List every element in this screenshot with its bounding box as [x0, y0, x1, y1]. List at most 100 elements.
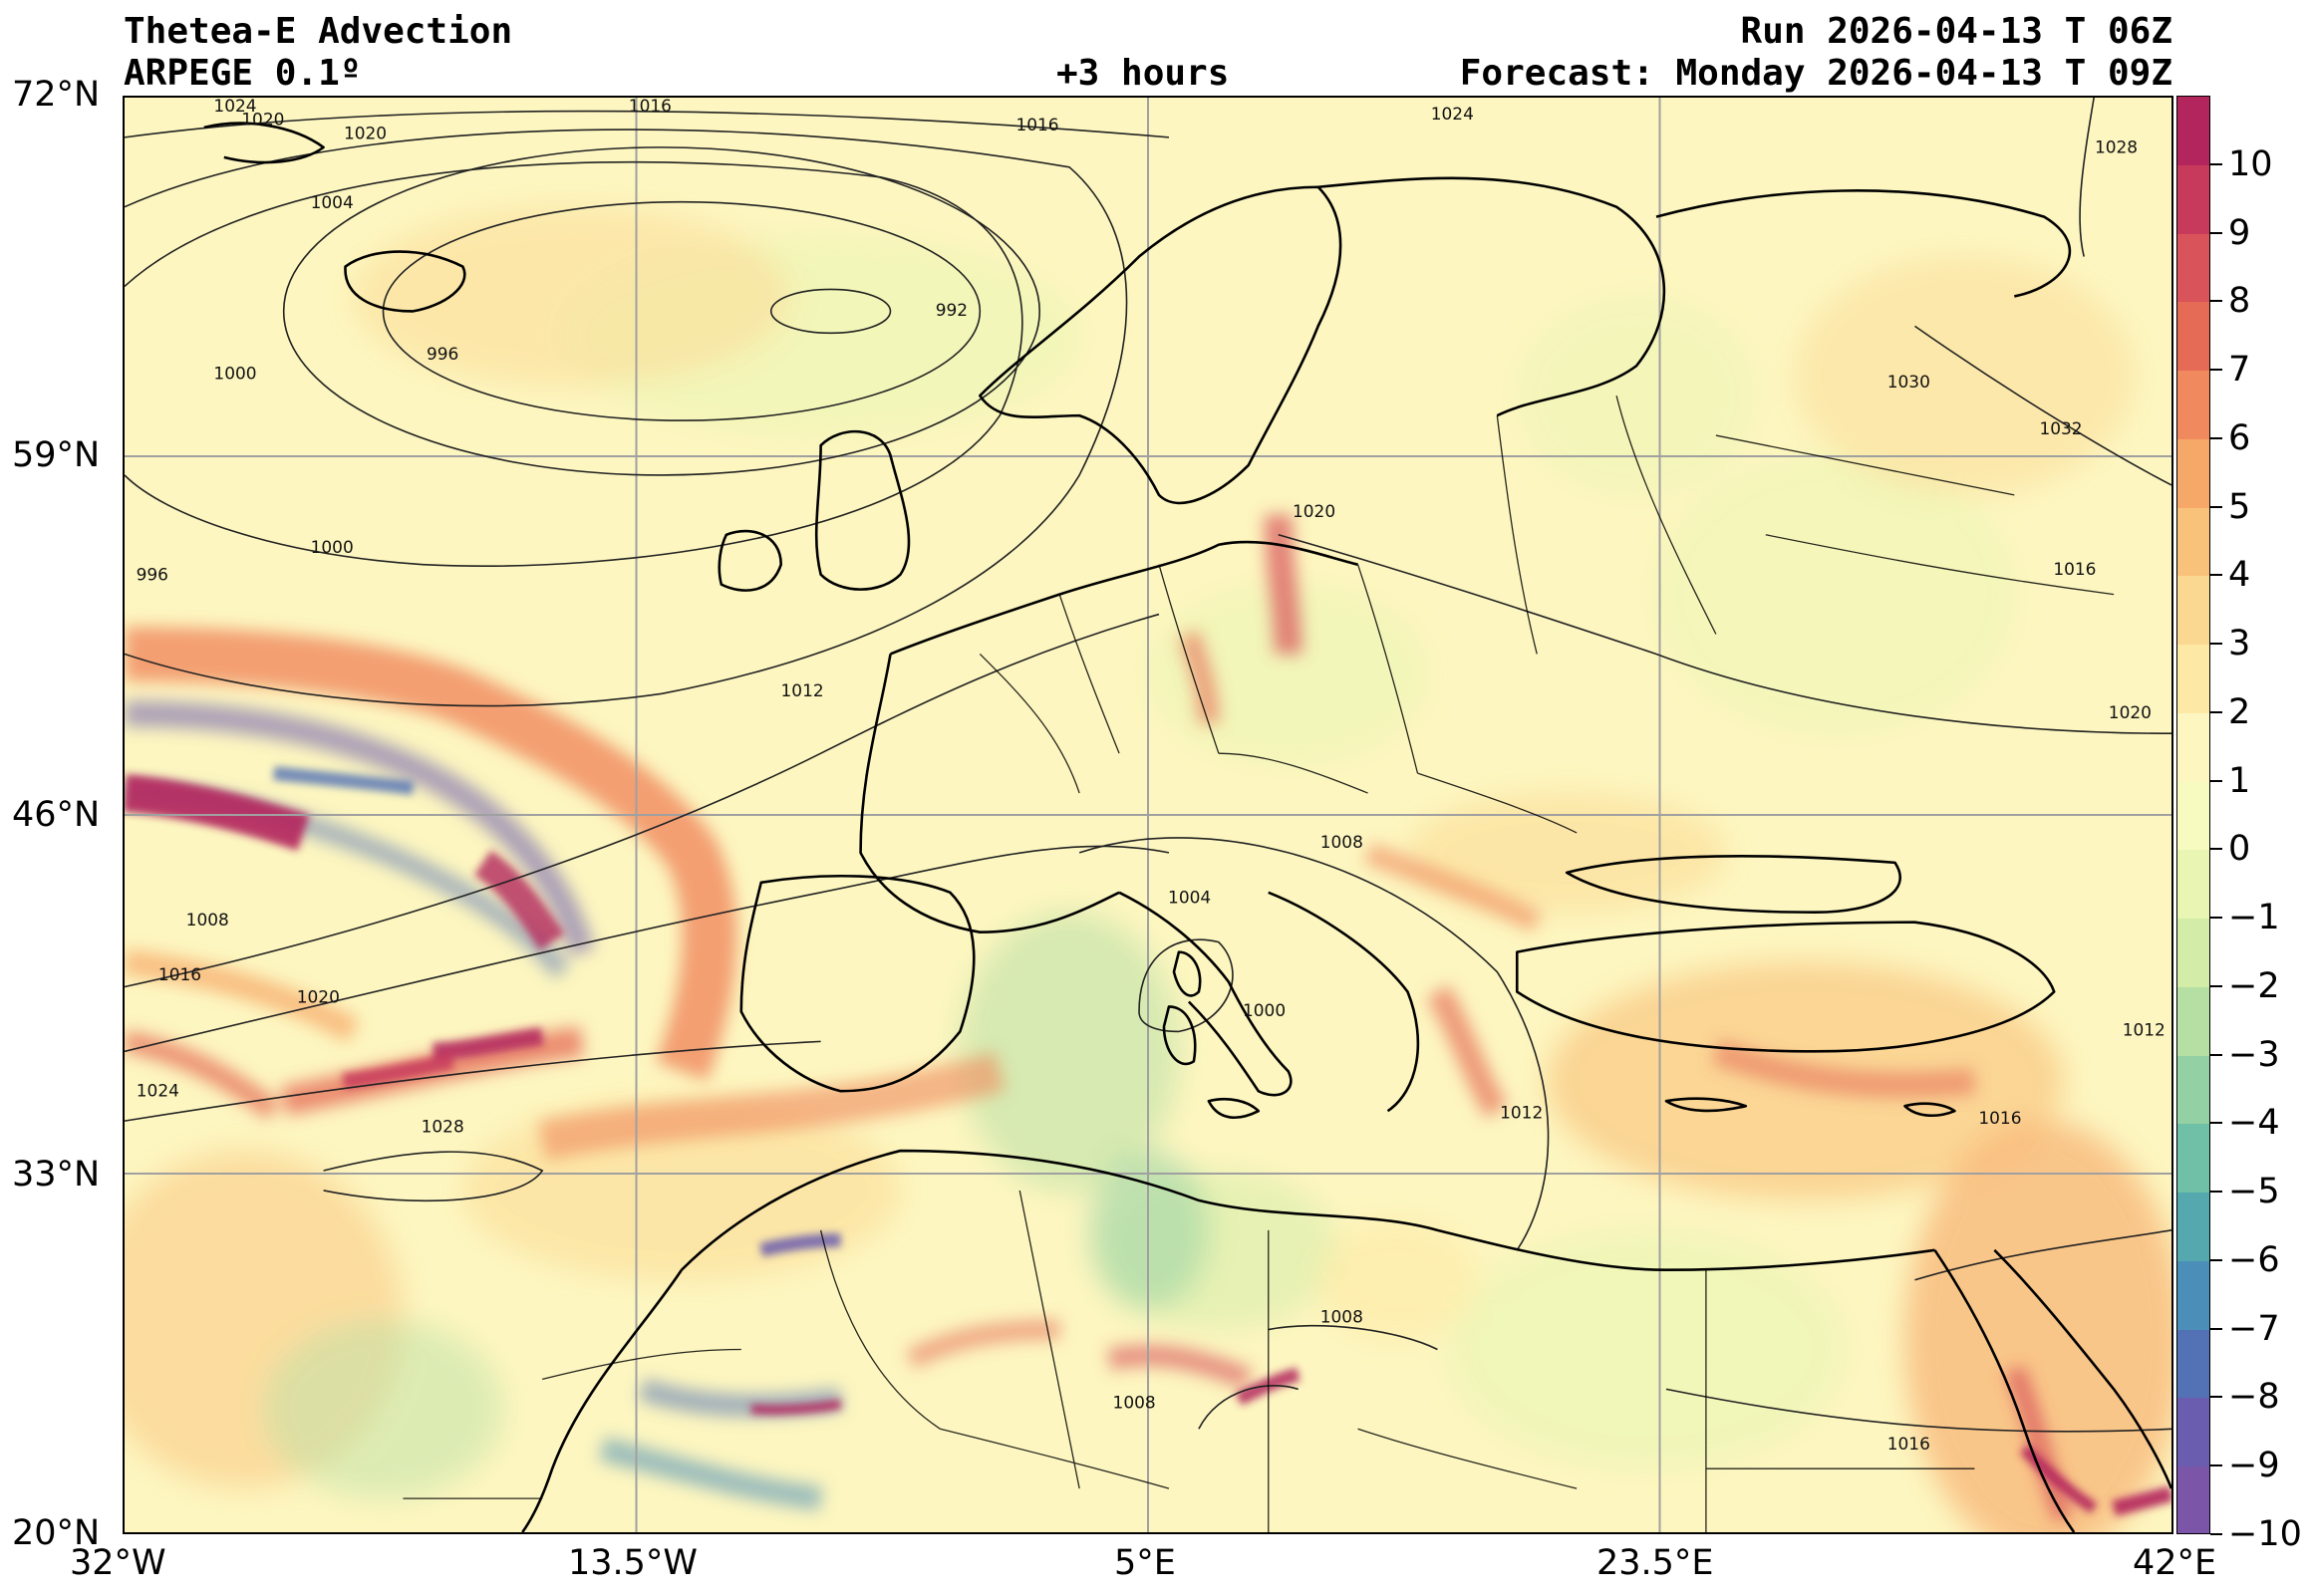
advection-cores — [125, 766, 2171, 1516]
colorbar-segment — [2177, 850, 2209, 921]
isobar-label: 1016 — [158, 964, 201, 984]
colorbar-tick-label: 1 — [2228, 760, 2251, 801]
isobar-label: 1028 — [422, 1116, 464, 1136]
colorbar-tick-label: 3 — [2228, 624, 2251, 665]
isobar-label: 1012 — [781, 680, 824, 700]
isobar-label: 1000 — [311, 537, 354, 557]
colorbar-tick-label: −6 — [2228, 1239, 2280, 1280]
colorbar-tick — [2210, 1053, 2222, 1056]
isobar-label: 1020 — [344, 124, 387, 143]
colorbar-tick-label: −8 — [2228, 1377, 2280, 1418]
isobar-label: 1004 — [1168, 888, 1211, 908]
colorbar-tick-label: 8 — [2228, 281, 2251, 322]
colorbar-tick-label: −10 — [2228, 1514, 2302, 1554]
lat-label-72: 72°N — [12, 75, 101, 115]
graticule — [125, 98, 2171, 1532]
colorbar-tick-label: 9 — [2228, 212, 2251, 253]
isobar-label: 1008 — [186, 910, 229, 930]
isobar-label: 1016 — [1015, 115, 1058, 134]
colorbar-segment — [2177, 371, 2209, 440]
colorbar-tick-label: −4 — [2228, 1103, 2280, 1144]
colorbar-tick-label: 10 — [2228, 143, 2273, 184]
colorbar-tick — [2210, 917, 2222, 920]
colorbar-tick-label: 4 — [2228, 555, 2251, 596]
isobar-label: 1000 — [1243, 1000, 1286, 1020]
colorbar-tick — [2210, 1258, 2222, 1261]
isobar-label: 1004 — [311, 192, 354, 212]
isobar-label: 1008 — [1113, 1392, 1156, 1412]
colorbar-tick-label: −1 — [2228, 898, 2280, 938]
isobar-label: 1020 — [2109, 702, 2152, 722]
isobar-label: 1000 — [213, 363, 256, 383]
lat-label-33: 33°N — [12, 1155, 101, 1195]
colorbar-tick — [2210, 779, 2222, 782]
colorbar-segment — [2177, 1466, 2209, 1533]
lon-label-5e: 5°E — [1114, 1543, 1176, 1583]
colorbar-tick — [2210, 1191, 2222, 1194]
isobar-label: 996 — [427, 344, 458, 364]
isobar-label: 1012 — [2123, 1020, 2166, 1040]
colorbar-segment — [2177, 645, 2209, 714]
colorbar-tick — [2210, 369, 2222, 372]
colorbar-tick-label: −2 — [2228, 965, 2280, 1006]
colorbar-segment — [2177, 233, 2209, 304]
isobar-label: 1008 — [1320, 1307, 1363, 1327]
isobar-label: 1024 — [137, 1080, 179, 1100]
colorbar-segment — [2177, 507, 2209, 578]
isobar-label: 1030 — [1887, 372, 1930, 392]
colorbar-segment — [2177, 438, 2209, 509]
coastlines — [203, 122, 2171, 1532]
colorbar-tick — [2210, 643, 2222, 646]
lat-label-59: 59°N — [12, 435, 101, 475]
colorbar-tick — [2210, 162, 2222, 165]
isobar-label: 1016 — [629, 98, 672, 116]
lon-label-32w: 32°W — [70, 1543, 166, 1583]
colorbar-tick — [2210, 848, 2222, 851]
isobar-label: 1020 — [241, 110, 284, 130]
isobar-label: 1024 — [213, 98, 256, 116]
isobar-label: 1016 — [1978, 1108, 2021, 1128]
isobar-label: 1020 — [297, 986, 340, 1006]
isobar-label: 1020 — [1293, 501, 1335, 521]
colorbar-tick-label: −9 — [2228, 1446, 2280, 1486]
colorbar-tick-label: −3 — [2228, 1034, 2280, 1075]
isobar-label: 1012 — [1500, 1103, 1543, 1123]
isobar-label: 1032 — [2039, 418, 2082, 438]
colorbar-tick — [2210, 1122, 2222, 1125]
colorbar-tick — [2210, 300, 2222, 303]
lon-label-23-5e: 23.5°E — [1596, 1543, 1714, 1583]
colorbar-tick — [2210, 436, 2222, 439]
isobar-label: 1016 — [1887, 1434, 1930, 1454]
colorbar — [2176, 96, 2210, 1534]
colorbar-segment — [2177, 986, 2209, 1057]
forecast-time-label: Forecast: Monday 2026-04-13 T 09Z — [1459, 53, 2172, 94]
lat-label-46: 46°N — [12, 795, 101, 835]
colorbar-tick-label: 6 — [2228, 417, 2251, 458]
colorbar-tick-label: −5 — [2228, 1172, 2280, 1212]
colorbar-tick — [2210, 710, 2222, 713]
colorbar-tick — [2210, 1327, 2222, 1330]
colorbar-tick — [2210, 574, 2222, 577]
colorbar-segment — [2177, 97, 2209, 166]
colorbar-tick — [2210, 1533, 2222, 1535]
colorbar-tick-label: 5 — [2228, 486, 2251, 527]
colorbar-tick — [2210, 231, 2222, 234]
colorbar-segment — [2177, 1329, 2209, 1400]
run-time-label: Run 2026-04-13 T 06Z — [1740, 11, 2172, 52]
colorbar-tick-label: 7 — [2228, 350, 2251, 391]
country-borders — [403, 396, 2115, 1532]
isobar-label: 1008 — [1320, 832, 1363, 852]
colorbar-tick — [2210, 1396, 2222, 1399]
colorbar-segment — [2177, 576, 2209, 647]
map-panel[interactable]: 992 996 1000 1004 1016 1016 1020 1020 1024 1024 10… — [123, 96, 2173, 1534]
isobar-label: 996 — [137, 565, 168, 585]
colorbar-segment — [2177, 712, 2209, 783]
colorbar-tick-label: −7 — [2228, 1308, 2280, 1349]
colorbar-segment — [2177, 1398, 2209, 1468]
colorbar-segment — [2177, 1193, 2209, 1262]
map-title: Thetea-E Advection — [124, 11, 513, 52]
colorbar-segment — [2177, 164, 2209, 235]
lead-time-label: +3 hours — [1056, 53, 1230, 94]
